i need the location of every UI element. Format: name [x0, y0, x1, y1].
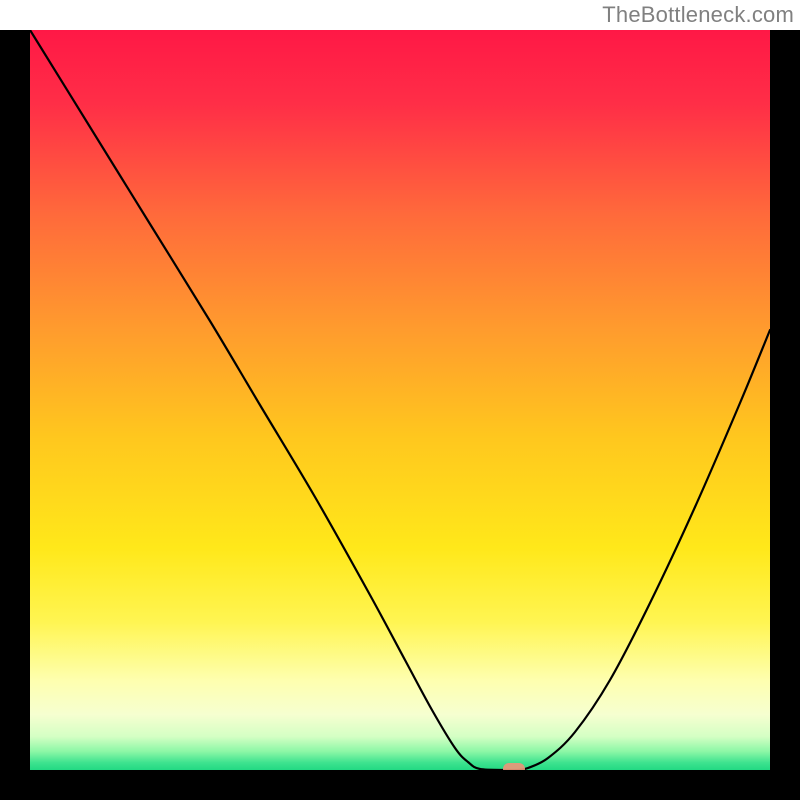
- frame-bottom: [0, 770, 800, 800]
- watermark-text: TheBottleneck.com: [602, 2, 794, 28]
- frame-left: [0, 30, 30, 800]
- plot-background: [30, 30, 770, 770]
- bottleneck-chart: [0, 0, 800, 800]
- frame-right: [770, 30, 800, 800]
